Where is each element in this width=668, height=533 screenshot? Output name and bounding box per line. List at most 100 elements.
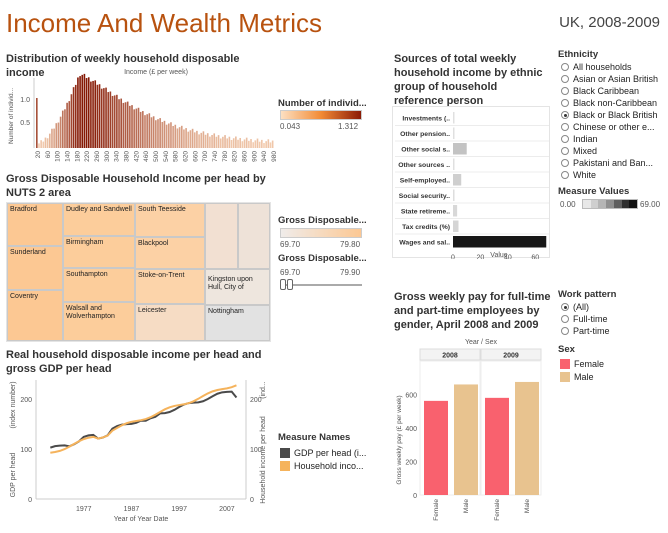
histogram-bar[interactable] (135, 108, 138, 148)
histogram-bar[interactable] (263, 143, 265, 148)
histogram-bar[interactable] (55, 123, 58, 148)
ethnicity-option[interactable]: White (561, 169, 666, 181)
histogram-bar[interactable] (87, 77, 90, 148)
treemap-cell-sunderland[interactable]: Sunderland (7, 246, 63, 290)
histogram-bar[interactable] (206, 133, 209, 148)
ethnicity-option[interactable]: Chinese or other e... (561, 121, 666, 133)
ethnicity-option[interactable]: Black Caribbean (561, 85, 666, 97)
sex-legend-male[interactable]: Male (560, 370, 594, 383)
linechart-legend-gdp[interactable]: GDP per head (i... (280, 446, 366, 459)
histogram-bar[interactable] (126, 101, 129, 148)
histogram-bar[interactable] (111, 95, 114, 148)
histogram-bar[interactable] (90, 81, 92, 148)
histogram-bar[interactable] (51, 128, 53, 148)
histogram-bar[interactable] (139, 111, 142, 148)
treemap-cell-bradford[interactable]: Bradford (7, 203, 63, 246)
histogram-bar[interactable] (224, 135, 226, 148)
histogram-bar[interactable] (100, 88, 103, 148)
histogram-bar[interactable] (165, 124, 168, 148)
histogram-bar[interactable] (185, 128, 187, 148)
ethnicity-option[interactable]: Black non-Caribbean (561, 97, 666, 109)
histogram-bar[interactable] (61, 110, 64, 148)
histogram-bar[interactable] (265, 141, 267, 148)
histogram-bar[interactable] (107, 92, 110, 148)
histogram-bar[interactable] (77, 77, 79, 148)
linechart-panel[interactable]: GDP per head (index number) Household in… (6, 375, 271, 527)
histogram-bar[interactable] (116, 94, 118, 148)
histogram-bar[interactable] (36, 98, 38, 148)
treemap-cell-coventry[interactable]: Coventry (7, 290, 63, 341)
histogram-bar[interactable] (187, 131, 190, 148)
histogram-bar[interactable] (161, 121, 164, 148)
ethnicity-option[interactable]: Asian or Asian British (561, 73, 666, 85)
treemap-cell-birmingham[interactable]: Birmingham (63, 236, 135, 268)
radio-button-icon[interactable] (561, 327, 569, 335)
histogram-bar[interactable] (219, 138, 222, 148)
histogram-bar[interactable] (183, 129, 185, 148)
histogram-bar[interactable] (46, 138, 49, 148)
treemap-cell-leicester[interactable]: Leicester (135, 304, 205, 341)
histogram-bar[interactable] (64, 109, 66, 148)
histogram-bar[interactable] (198, 134, 200, 148)
histogram-bar[interactable] (79, 76, 81, 148)
treemap-panel[interactable]: Bradford Sunderland Coventry Dudley and … (6, 202, 271, 342)
histogram-bar[interactable] (228, 136, 231, 148)
treemap-cell-south-teesside[interactable]: South Teesside (135, 203, 205, 237)
pay-bar-chart[interactable]: Gross weekly pay (£ per week) Year / Sex… (394, 335, 554, 530)
histogram-panel[interactable]: Income (£ per week) Number of individ...… (6, 64, 278, 170)
radio-button-icon[interactable] (561, 99, 569, 107)
radio-button-icon[interactable] (561, 147, 569, 155)
histogram-bar[interactable] (261, 139, 263, 148)
histogram-bar[interactable] (59, 116, 62, 148)
histogram-bar[interactable] (159, 118, 161, 148)
radio-button-icon[interactable] (561, 159, 569, 167)
sources-bar[interactable] (453, 205, 458, 217)
histogram-bar[interactable] (124, 102, 127, 148)
histogram-bar[interactable] (193, 132, 196, 148)
sources-bar[interactable] (453, 189, 455, 202)
radio-button-icon[interactable] (561, 135, 569, 143)
histogram-bar[interactable] (256, 138, 259, 148)
radio-button-icon[interactable] (561, 75, 569, 83)
pay-bar[interactable] (424, 400, 448, 495)
sources-bar[interactable] (453, 220, 459, 233)
treemap-range-slider-handle-min[interactable] (280, 279, 286, 290)
histogram-bar[interactable] (38, 143, 40, 148)
histogram-bar[interactable] (191, 128, 194, 148)
histogram-bar[interactable] (230, 139, 233, 148)
work-pattern-option[interactable]: (All) (561, 301, 661, 313)
work-pattern-option[interactable]: Part-time (561, 325, 661, 337)
histogram-bar[interactable] (252, 142, 254, 148)
histogram-bar[interactable] (152, 116, 155, 148)
histogram-bar[interactable] (137, 107, 140, 148)
histogram-bar[interactable] (131, 105, 133, 148)
histogram-bar[interactable] (232, 138, 235, 148)
sources-bar[interactable] (453, 174, 462, 186)
ethnicity-filter-list[interactable]: All households Asian or Asian British Blac… (561, 61, 666, 181)
pay-bar[interactable] (485, 397, 509, 495)
histogram-bar[interactable] (170, 122, 172, 148)
sources-bar[interactable] (453, 112, 455, 124)
histogram-bar[interactable] (217, 135, 220, 148)
radio-button-icon[interactable] (561, 315, 569, 323)
radio-button-icon[interactable] (561, 303, 569, 311)
histogram-bar[interactable] (174, 124, 177, 148)
histogram-bar[interactable] (226, 138, 229, 148)
histogram-bar[interactable] (204, 134, 207, 148)
histogram-bar[interactable] (146, 114, 148, 148)
work-pattern-filter-list[interactable]: (All) Full-time Part-time (561, 301, 661, 337)
histogram-bar[interactable] (98, 84, 101, 148)
histogram-bar[interactable] (200, 132, 203, 148)
treemap-range-slider-handle-max[interactable] (287, 279, 293, 290)
histogram-bar[interactable] (133, 109, 135, 148)
histogram-bar[interactable] (189, 130, 192, 148)
histogram-bar[interactable] (129, 105, 131, 148)
histogram-bar[interactable] (109, 91, 112, 148)
treemap-cell-hull[interactable]: Kingston upon Hull, City of (205, 269, 270, 305)
histogram-bar[interactable] (103, 88, 105, 148)
histogram-bar[interactable] (68, 101, 71, 148)
histogram-bar[interactable] (42, 141, 45, 148)
histogram-bar[interactable] (258, 141, 261, 148)
histogram-bar[interactable] (235, 136, 237, 148)
histogram-bar[interactable] (157, 119, 159, 148)
